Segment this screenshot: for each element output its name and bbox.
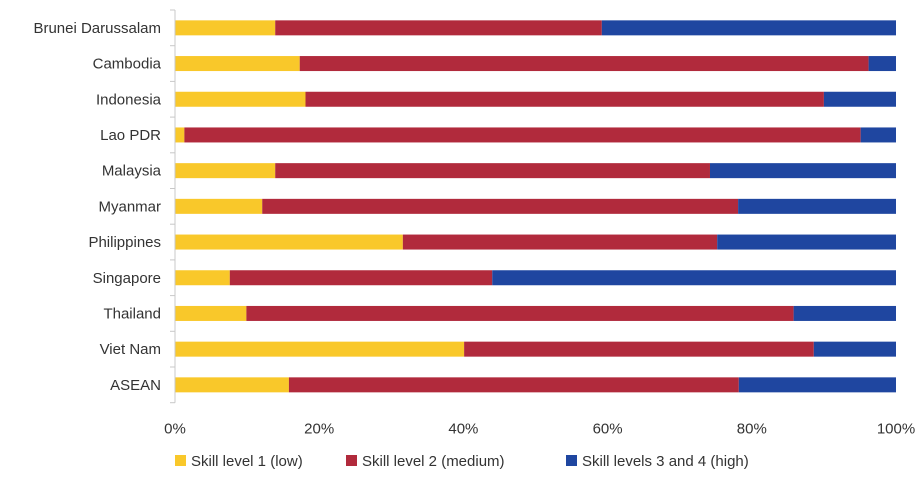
bar-segment-s2-10 [288,377,739,393]
x-tick-label: 100% [877,421,915,438]
bar-segment-s1-0 [175,20,276,36]
bar-segment-s1-8 [175,305,247,321]
bar-segment-s1-1 [175,56,300,72]
bar-segment-s1-4 [175,163,276,179]
bar-segment-s3-6 [717,234,896,250]
bar-segment-s3-9 [813,341,896,357]
category-label: Malaysia [102,163,162,180]
bar-segment-s1-6 [175,234,403,250]
bar-segment-s2-4 [275,163,710,179]
x-tick-label: 0% [164,421,186,438]
bar-segment-s3-2 [823,91,896,107]
bar-segment-s1-10 [175,377,289,393]
bar-segment-s2-7 [229,270,493,286]
bar-segment-s1-9 [175,341,465,357]
bar-segment-s3-7 [492,270,896,286]
x-tick-label: 60% [593,421,623,438]
category-label: Thailand [103,305,161,322]
bar-segment-s1-5 [175,198,263,214]
legend-swatch-s3 [566,455,577,466]
bar-segment-s2-9 [464,341,814,357]
x-tick-label: 40% [448,421,478,438]
bars-layer [175,20,896,393]
axis-layer: Brunei Darussalam Cambodia Indonesia Lao PD… [33,9,915,438]
legend-swatch-s2 [346,455,357,466]
bar-segment-s2-8 [246,305,794,321]
legend-label-s3: Skill levels 3 and 4 (high) [582,453,749,470]
legend: Skill level 1 (low) Skill level 2 (medium… [175,453,749,470]
category-label: Indonesia [96,91,162,108]
bar-segment-s2-0 [275,20,602,36]
bar-segment-s3-8 [793,305,896,321]
bar-segment-s1-7 [175,270,230,286]
category-label: Brunei Darussalam [33,20,161,37]
legend-label-s2: Skill level 2 (medium) [362,453,505,470]
bar-segment-s3-0 [601,20,896,36]
x-tick-label: 20% [304,421,334,438]
bar-segment-s3-4 [709,163,896,179]
legend-swatch-s1 [175,455,186,466]
category-label: Myanmar [98,198,161,215]
category-label: Philippines [88,234,161,251]
bar-segment-s3-5 [738,198,896,214]
category-label: Cambodia [93,56,162,73]
bar-segment-s1-3 [175,127,185,143]
bar-segment-s1-2 [175,91,306,107]
category-label: Viet Nam [100,341,161,358]
category-label: ASEAN [110,377,161,394]
category-label: Singapore [93,270,161,287]
bar-segment-s3-1 [868,56,896,72]
x-tick-label: 80% [737,421,767,438]
bar-segment-s3-10 [738,377,896,393]
category-label: Lao PDR [100,127,161,144]
bar-segment-s3-3 [860,127,896,143]
bar-segment-s2-5 [262,198,739,214]
bar-segment-s2-6 [402,234,718,250]
legend-label-s1: Skill level 1 (low) [191,453,303,470]
bar-segment-s2-1 [299,56,869,72]
bar-segment-s2-2 [305,91,824,107]
bar-segment-s2-3 [184,127,861,143]
